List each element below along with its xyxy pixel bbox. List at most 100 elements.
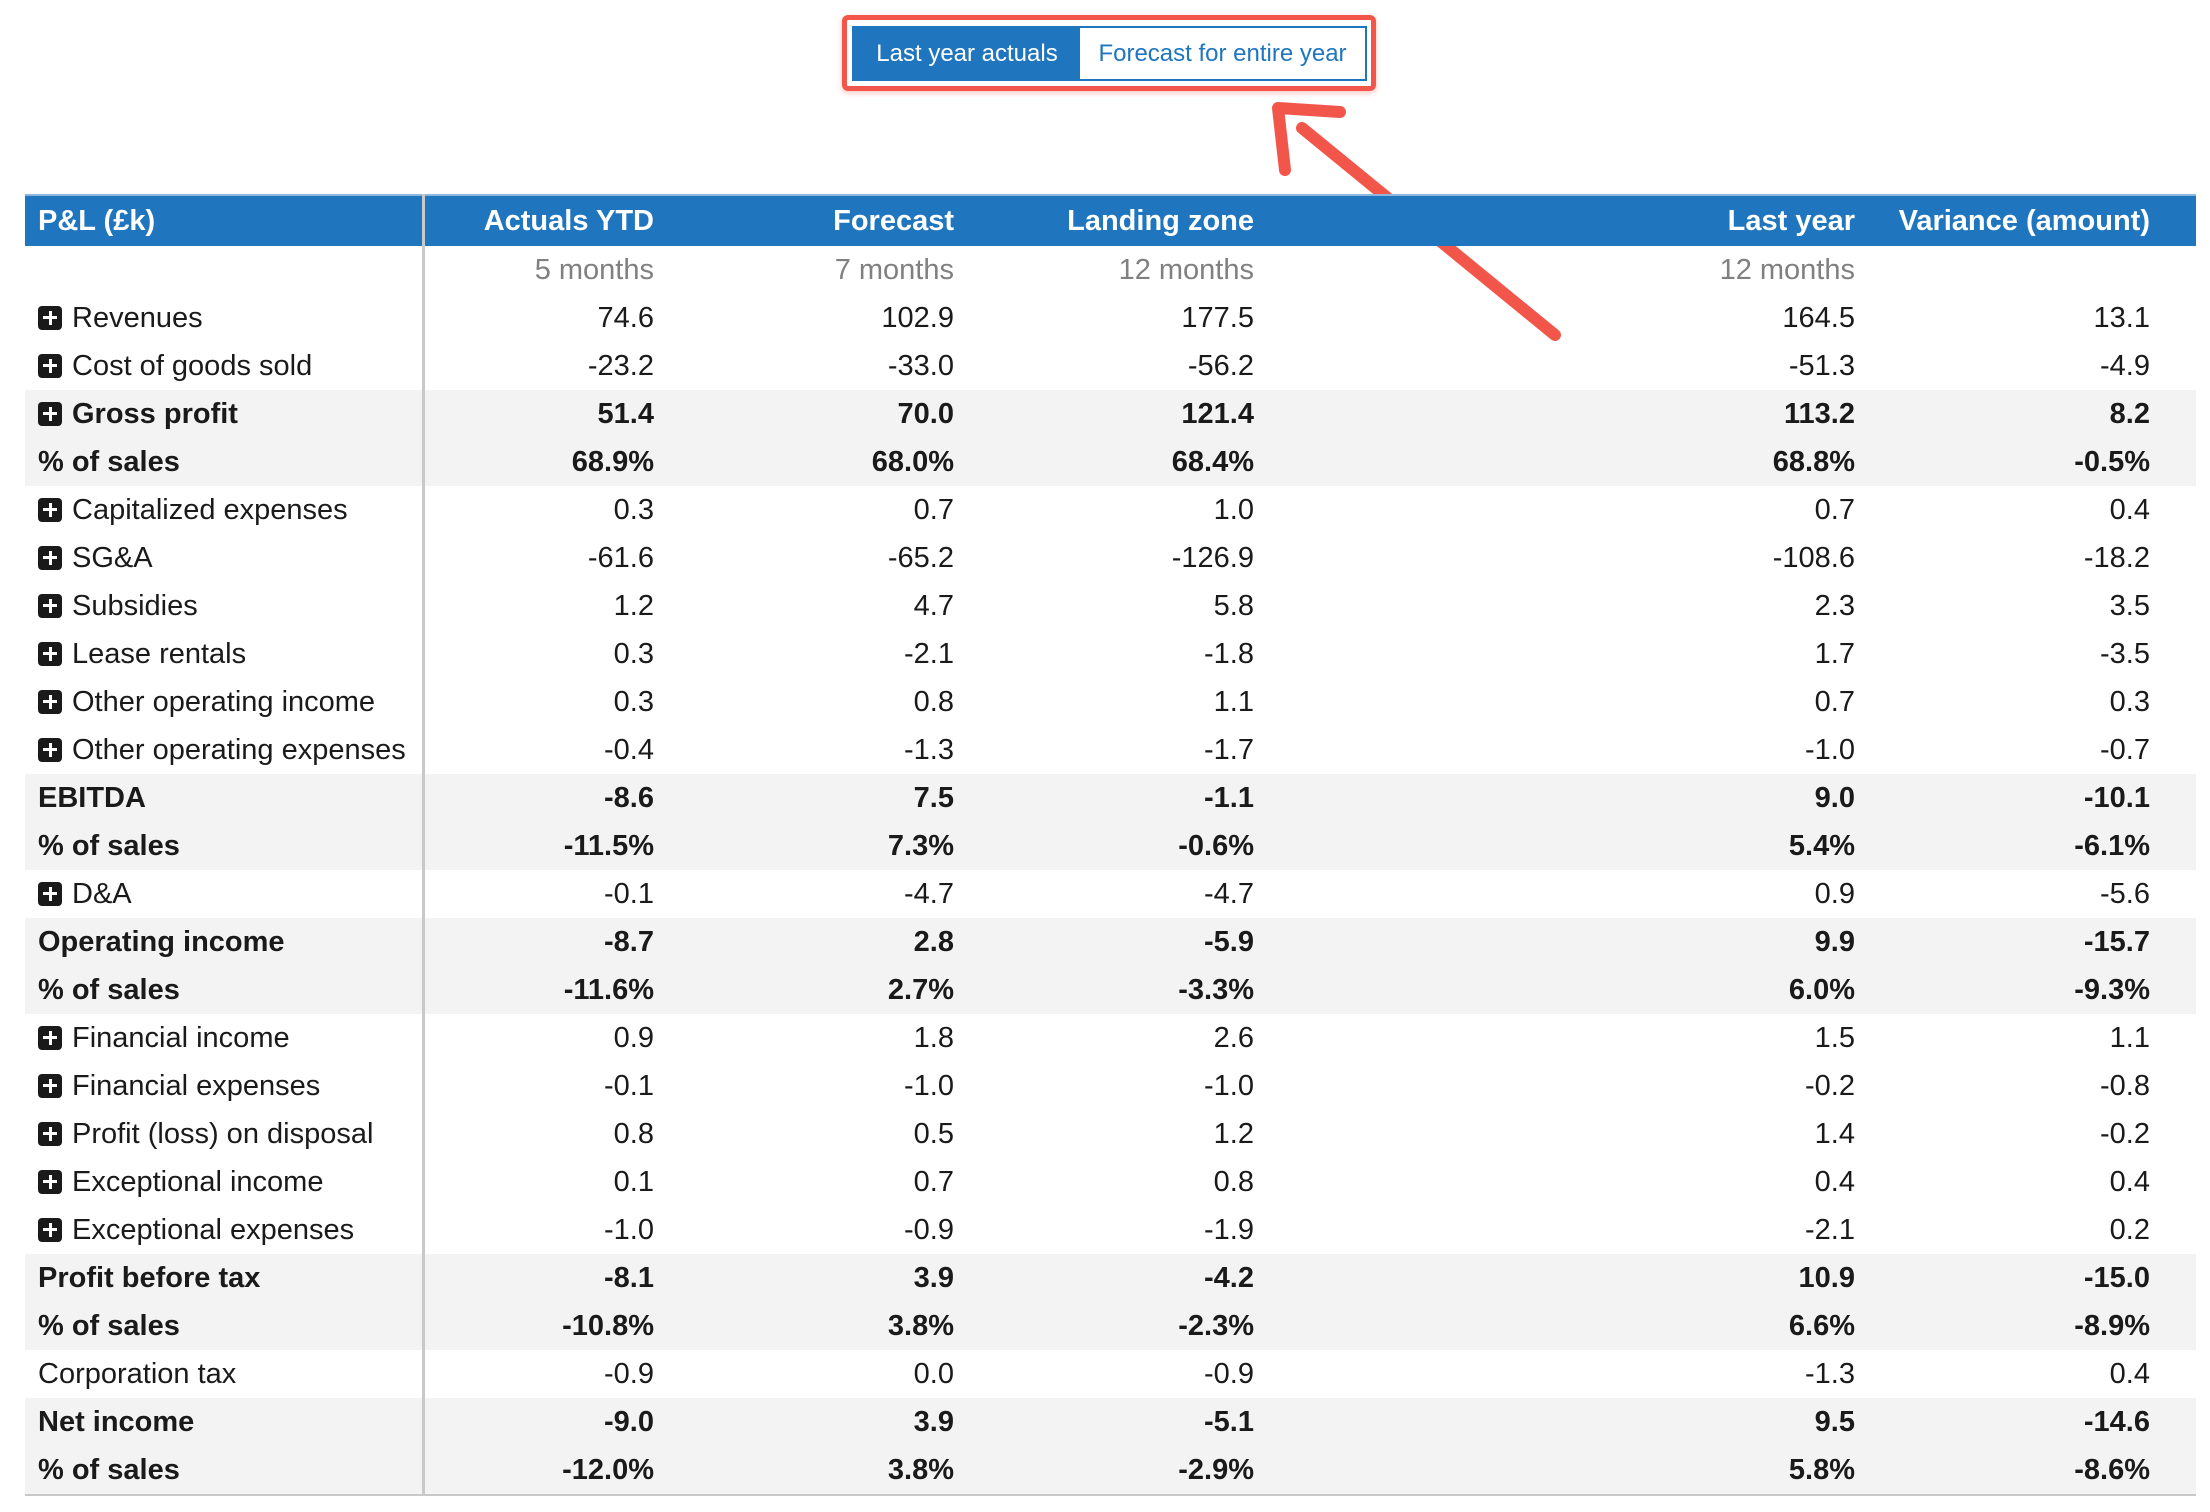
cell-actuals-ytd: 1.2 [613, 589, 654, 622]
row-label: Financial expenses [25, 1062, 425, 1110]
expand-plus-icon[interactable] [38, 305, 62, 330]
table-row[interactable]: SG&A -61.6 -65.2 -126.9 -108.6 -18.2 [25, 534, 2196, 582]
table-row[interactable]: Profit (loss) on disposal 0.8 0.5 1.2 1.4 -0.… [25, 1110, 2196, 1158]
cell-end [2150, 1062, 2196, 1110]
cell-variance: 0.2 [2109, 1213, 2150, 1246]
table-row: % of sales 68.9% 68.0% 68.4% 68.8% -0.5% [25, 438, 2196, 486]
cell-end [2150, 966, 2196, 1014]
cell-variance: -8.9% [1855, 1302, 2150, 1350]
cell-variance: -6.1% [1855, 822, 2150, 870]
table-row[interactable]: Lease rentals 0.3 -2.1 -1.8 1.7 -3.5 [25, 630, 2196, 678]
row-label: Revenues [25, 294, 425, 342]
cell-landing-zone: -4.7 [1204, 877, 1254, 910]
cell-end [2150, 1110, 2196, 1158]
cell-spacer [1254, 966, 1554, 1014]
cell-variance: -3.5 [2100, 637, 2150, 670]
table-row[interactable]: Exceptional income 0.1 0.7 0.8 0.4 0.4 [25, 1158, 2196, 1206]
cell-landing-zone: 1.0 [1213, 493, 1254, 526]
row-label-text: % of sales [38, 1453, 180, 1486]
cell-end [2150, 1206, 2196, 1254]
cell-end [2150, 1350, 2196, 1398]
table-row[interactable]: Gross profit 51.4 70.0 121.4 113.2 8.2 [25, 390, 2196, 438]
expand-plus-icon[interactable] [38, 353, 62, 378]
cell-end [2150, 486, 2196, 534]
cell-last-year: 9.9 [1554, 918, 1855, 966]
cell-landing-zone: -0.9 [1204, 1357, 1254, 1390]
cell-end [2150, 534, 2196, 582]
cell-actuals-ytd: 0.8 [613, 1117, 654, 1150]
table-row[interactable]: Other operating expenses -0.4 -1.3 -1.7 -1.0… [25, 726, 2196, 774]
cell-last-year: 6.6% [1554, 1302, 1855, 1350]
cell-end [2150, 294, 2196, 342]
expand-plus-icon[interactable] [38, 1217, 62, 1242]
table-row: Corporation tax -0.9 0.0 -0.9 -1.3 0.4 [25, 1350, 2196, 1398]
expand-plus-icon[interactable] [38, 1169, 62, 1194]
cell-actuals-ytd: -8.6 [423, 774, 654, 822]
expand-plus-icon[interactable] [38, 1073, 62, 1098]
table-row[interactable]: Financial income 0.9 1.8 2.6 1.5 1.1 [25, 1014, 2196, 1062]
cell-spacer [1254, 342, 1554, 390]
cell-last-year: -1.3 [1805, 1357, 1855, 1390]
cell-landing-zone: -126.9 [1171, 541, 1254, 574]
subheader-variance [1855, 246, 2150, 294]
cell-last-year: 5.8% [1554, 1446, 1855, 1496]
cell-forecast: 4.7 [913, 589, 954, 622]
cell-spacer [1254, 678, 1554, 726]
cell-variance: -0.7 [2100, 733, 2150, 766]
table-row[interactable]: D&A -0.1 -4.7 -4.7 0.9 -5.6 [25, 870, 2196, 918]
expand-plus-icon[interactable] [38, 1121, 62, 1146]
cell-forecast: 70.0 [654, 390, 954, 438]
table-row[interactable]: Cost of goods sold -23.2 -33.0 -56.2 -51.3 -4… [25, 342, 2196, 390]
expand-plus-icon[interactable] [38, 1025, 62, 1050]
cell-forecast: 1.8 [913, 1021, 954, 1054]
row-label-text: D&A [72, 877, 132, 910]
cell-landing-zone: -1.8 [1204, 637, 1254, 670]
cell-forecast: 3.9 [654, 1254, 954, 1302]
cell-spacer [1254, 1350, 1554, 1398]
table-row[interactable]: Revenues 74.6 102.9 177.5 164.5 13.1 [25, 294, 2196, 342]
cell-spacer [1254, 534, 1554, 582]
expand-plus-icon[interactable] [38, 545, 62, 570]
cell-actuals-ytd: -0.4 [604, 733, 654, 766]
cell-variance: -10.1 [1855, 774, 2150, 822]
cell-last-year: -0.2 [1805, 1069, 1855, 1102]
cell-actuals-ytd: -11.6% [423, 966, 654, 1014]
row-label: Capitalized expenses [25, 486, 425, 534]
cell-landing-zone: -2.9% [954, 1446, 1254, 1496]
row-label-text: Profit (loss) on disposal [72, 1117, 374, 1150]
row-label: Gross profit [25, 390, 425, 438]
cell-last-year: 1.4 [1814, 1117, 1855, 1150]
cell-variance: 0.4 [2109, 1357, 2150, 1390]
cell-end [2150, 390, 2196, 438]
expand-plus-icon[interactable] [38, 641, 62, 666]
row-label-text: Net income [38, 1405, 195, 1438]
table-row[interactable]: Exceptional expenses -1.0 -0.9 -1.9 -2.1 0.2 [25, 1206, 2196, 1254]
cell-last-year: 1.7 [1814, 637, 1855, 670]
cell-end [2150, 1014, 2196, 1062]
expand-plus-icon[interactable] [38, 401, 62, 426]
cell-end [2150, 1446, 2196, 1496]
table-row[interactable]: Subsidies 1.2 4.7 5.8 2.3 3.5 [25, 582, 2196, 630]
expand-plus-icon[interactable] [38, 881, 62, 906]
expand-plus-icon[interactable] [38, 737, 62, 762]
last-year-actuals-button[interactable]: Last year actuals [854, 28, 1080, 79]
table-row[interactable]: Capitalized expenses 0.3 0.7 1.0 0.7 0.4 [25, 486, 2196, 534]
cell-forecast: 0.7 [913, 493, 954, 526]
expand-plus-icon[interactable] [38, 593, 62, 618]
cell-landing-zone: -5.1 [954, 1398, 1254, 1446]
cell-forecast: 2.7% [654, 966, 954, 1014]
cell-landing-zone: 5.8 [1213, 589, 1254, 622]
cell-actuals-ytd: 0.3 [613, 637, 654, 670]
expand-plus-icon[interactable] [38, 497, 62, 522]
table-row[interactable]: Financial expenses -0.1 -1.0 -1.0 -0.2 -0.8 [25, 1062, 2196, 1110]
forecast-entire-year-button[interactable]: Forecast for entire year [1080, 28, 1365, 79]
cell-last-year: 9.5 [1554, 1398, 1855, 1446]
table-row: % of sales -12.0% 3.8% -2.9% 5.8% -8.6% [25, 1446, 2196, 1496]
view-toggle: Last year actuals Forecast for entire ye… [852, 26, 1367, 81]
expand-plus-icon[interactable] [38, 689, 62, 714]
cell-end [2150, 726, 2196, 774]
cell-end [2150, 822, 2196, 870]
table-row[interactable]: Other operating income 0.3 0.8 1.1 0.7 0.3 [25, 678, 2196, 726]
cell-actuals-ytd: -61.6 [587, 541, 654, 574]
cell-actuals-ytd: -0.9 [604, 1357, 654, 1390]
